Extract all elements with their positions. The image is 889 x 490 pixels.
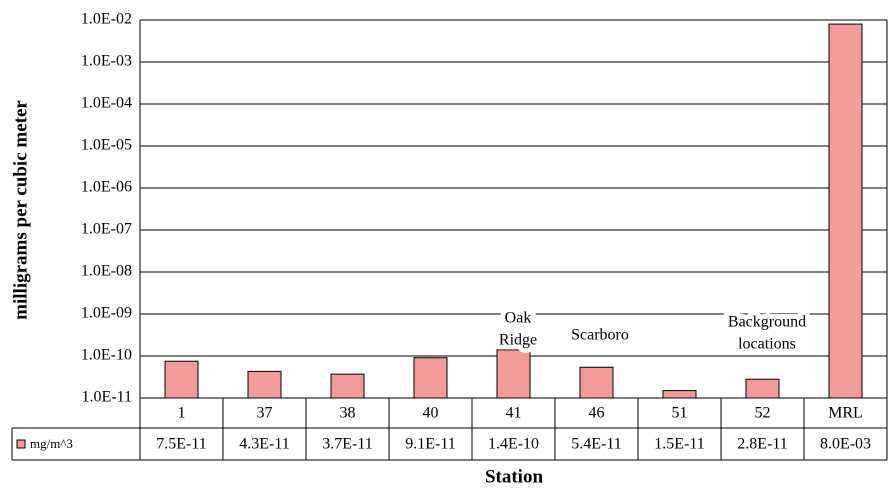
y-tick-label: 1.0E-05 [81, 137, 132, 154]
x-tick-label: 1 [178, 405, 186, 422]
x-tick-label: 52 [755, 405, 771, 422]
bar [828, 23, 863, 399]
y-tick-label: 1.0E-10 [81, 347, 132, 364]
bar [413, 357, 448, 399]
table-value: 7.5E-11 [156, 436, 207, 453]
y-tick-label: 1.0E-09 [81, 305, 132, 322]
y-tick-label: 1.0E-03 [81, 53, 132, 70]
annotation: Scarboro [571, 327, 629, 344]
table-value: 3.7E-11 [322, 436, 373, 453]
x-tick-label: MRL [828, 405, 863, 422]
x-tick-label: 46 [589, 405, 605, 422]
x-axis-label: Station [485, 466, 544, 487]
table-value: 9.1E-11 [405, 436, 456, 453]
table-value: 5.4E-11 [571, 436, 622, 453]
table-value: 1.5E-11 [654, 436, 705, 453]
legend-label: mg/m^3 [30, 436, 73, 451]
y-tick-label: 1.0E-02 [81, 11, 132, 28]
annotation: Ridge [499, 332, 537, 349]
bar [164, 360, 199, 399]
y-tick-label: 1.0E-07 [81, 221, 132, 238]
bar [579, 366, 614, 399]
table-value: 1.4E-10 [488, 436, 539, 453]
legend-swatch [16, 439, 26, 449]
bar [745, 378, 780, 399]
y-tick-label: 1.0E-06 [81, 179, 132, 196]
annotation: Background [728, 314, 806, 331]
bar [330, 373, 365, 399]
x-tick-label: 41 [506, 405, 522, 422]
table-value: 8.0E-03 [820, 436, 871, 453]
x-tick-label: 40 [423, 405, 439, 422]
table-value: 2.8E-11 [737, 436, 788, 453]
bar [662, 390, 697, 399]
y-tick-label: 1.0E-11 [81, 389, 132, 406]
x-tick-label: 51 [672, 405, 688, 422]
y-tick-label: 1.0E-04 [81, 95, 132, 112]
y-axis-label: milligrams per cubic meter [10, 100, 31, 320]
y-tick-label: 1.0E-08 [81, 263, 132, 280]
table-value: 4.3E-11 [239, 436, 290, 453]
annotation: locations [738, 336, 796, 353]
annotation: Oak [505, 310, 532, 327]
x-tick-label: 38 [340, 405, 356, 422]
bar [496, 349, 531, 399]
x-tick-label: 37 [257, 405, 273, 422]
bar [247, 370, 282, 399]
